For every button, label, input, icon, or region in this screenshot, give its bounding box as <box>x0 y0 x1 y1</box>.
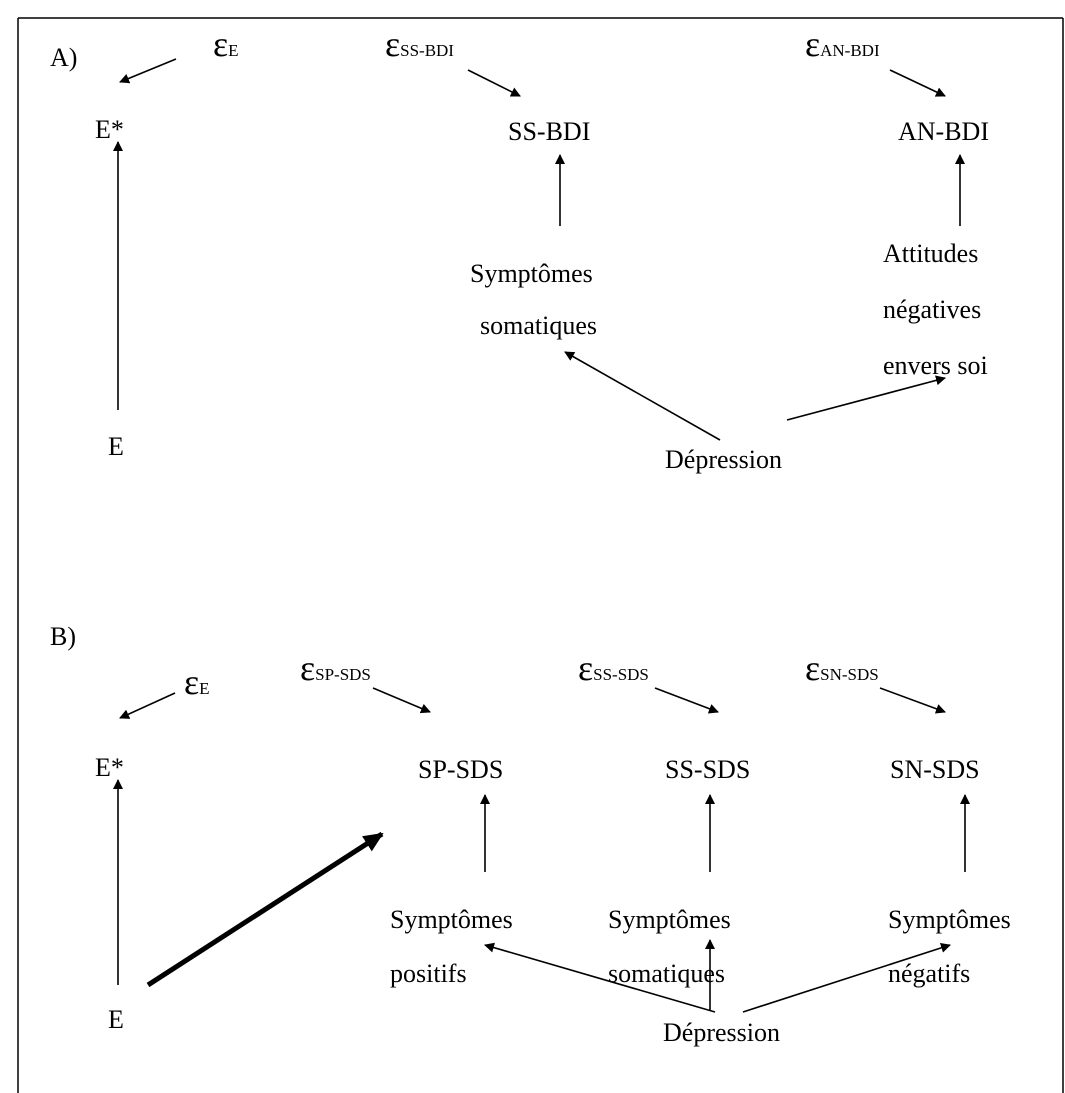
arrow <box>372 687 431 714</box>
error-term: εSP-SDS <box>300 648 371 688</box>
arrow <box>786 375 946 421</box>
arrow <box>742 943 951 1013</box>
error-term: εE <box>213 24 239 64</box>
node: E* <box>95 753 124 782</box>
epsilon: ε <box>578 648 593 688</box>
subscript: AN-BDI <box>820 41 880 60</box>
error-term: εSN-SDS <box>805 648 879 688</box>
node: Symptômes <box>608 905 731 934</box>
node: Attitudes <box>883 239 978 268</box>
node: Symptômes <box>888 905 1011 934</box>
error-term: εAN-BDI <box>805 24 880 64</box>
panel-b: B) εE εSP-SDS εSS-SDS εSN-SDS E* SP-SDS … <box>50 622 1011 1047</box>
subscript: SS-SDS <box>593 665 649 684</box>
node: SS-BDI <box>508 117 590 146</box>
node: somatiques <box>608 959 725 988</box>
node: SP-SDS <box>418 755 503 784</box>
node: AN-BDI <box>898 117 989 146</box>
arrow <box>889 69 946 97</box>
subscript: SS-BDI <box>400 41 454 60</box>
node: négatifs <box>888 959 970 988</box>
arrow <box>879 687 946 714</box>
node: SS-SDS <box>665 755 750 784</box>
panel-label: B) <box>50 622 76 651</box>
epsilon: ε <box>385 24 400 64</box>
arrow <box>119 58 177 84</box>
epsilon: ε <box>213 24 228 64</box>
thick-arrow <box>146 831 384 988</box>
error-term: εSS-BDI <box>385 24 454 64</box>
node: Symptômes <box>470 259 593 288</box>
node: somatiques <box>480 311 597 340</box>
epsilon: ε <box>300 648 315 688</box>
node: Dépression <box>663 1018 780 1047</box>
node: envers soi <box>883 351 988 380</box>
subscript: E <box>199 679 209 698</box>
epsilon: ε <box>805 24 820 64</box>
node: E <box>108 1005 124 1034</box>
epsilon: ε <box>805 648 820 688</box>
arrow <box>654 687 719 714</box>
panel-a: A) εE εSS-BDI εAN-BDI E* SS-BDI AN-BDI E… <box>50 24 989 474</box>
error-term: εE <box>184 662 210 702</box>
arrow <box>484 942 716 1013</box>
subscript: E <box>228 41 238 60</box>
arrow <box>564 351 721 441</box>
epsilon: ε <box>184 662 199 702</box>
panel-label: A) <box>50 43 77 72</box>
node: SN-SDS <box>890 755 980 784</box>
node: positifs <box>390 959 467 988</box>
error-term: εSS-SDS <box>578 648 649 688</box>
node: E <box>108 432 124 461</box>
arrow <box>119 692 176 719</box>
node: E* <box>95 115 124 144</box>
subscript: SP-SDS <box>315 665 371 684</box>
node: négatives <box>883 295 981 324</box>
subscript: SN-SDS <box>820 665 879 684</box>
node: Symptômes <box>390 905 513 934</box>
arrow <box>467 69 521 97</box>
frame <box>17 17 1064 1093</box>
node: Dépression <box>665 445 782 474</box>
